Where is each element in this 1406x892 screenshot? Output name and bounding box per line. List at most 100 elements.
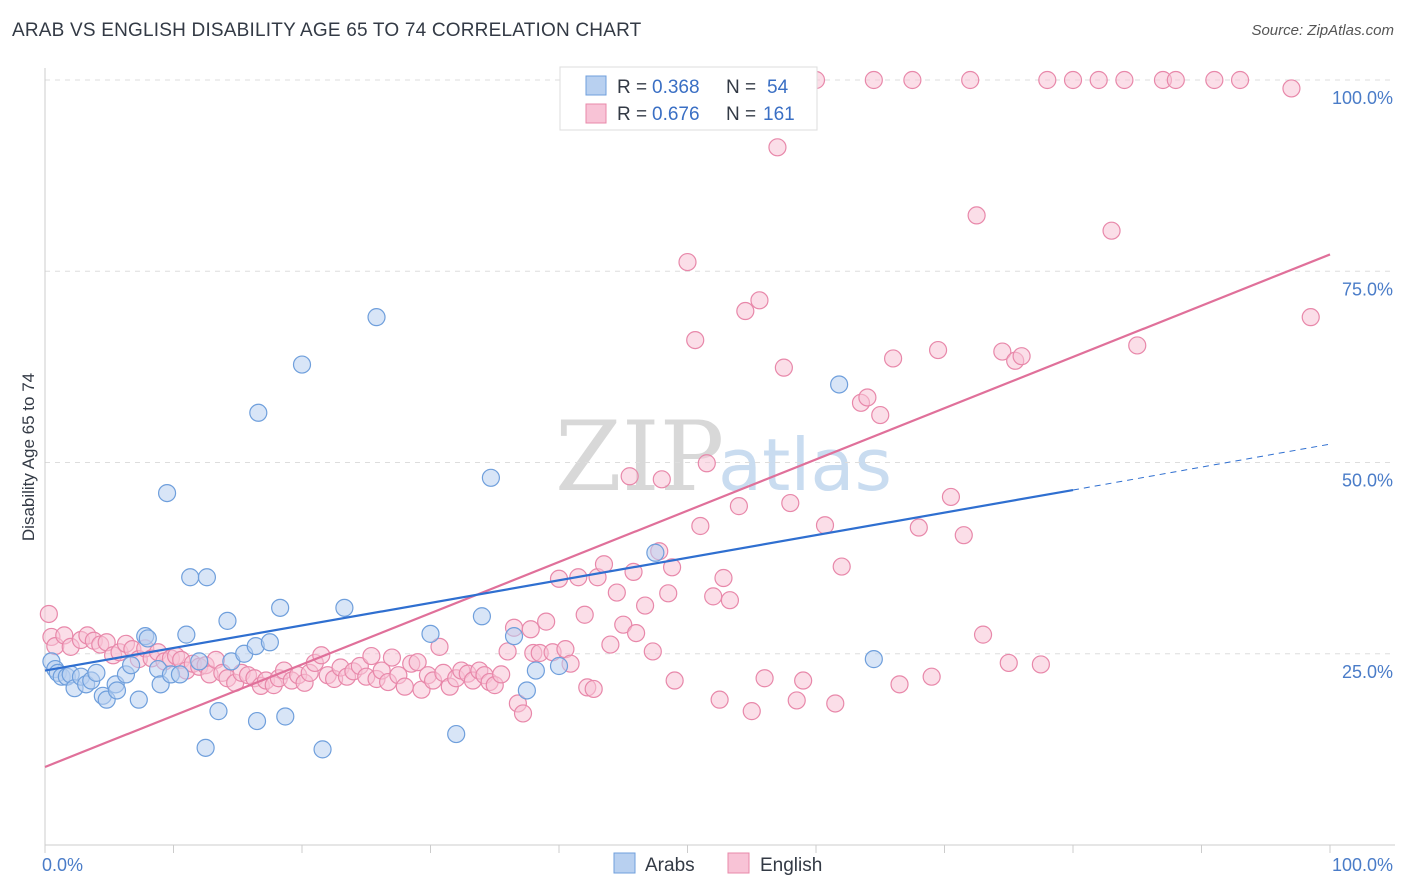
english-series [39, 70, 1320, 723]
legend-n-label: N = [726, 77, 756, 98]
y-axis-label: Disability Age 65 to 74 [19, 373, 38, 541]
arabs-point [447, 724, 466, 744]
arabs-point [292, 355, 312, 374]
english-point [594, 555, 614, 574]
english-point [659, 584, 678, 603]
arabs-point [517, 681, 536, 700]
english-point [513, 704, 533, 723]
x-tick-label: 0.0% [42, 855, 83, 875]
legend-swatch-arabs [613, 852, 636, 874]
english-point [665, 671, 684, 690]
arabs-point [276, 707, 295, 726]
english-point [362, 646, 381, 666]
english-point [498, 642, 517, 661]
trend-lines [44, 253, 1331, 768]
arabs-point [830, 375, 849, 394]
english-point [742, 702, 761, 721]
english-point [755, 669, 774, 688]
y-tick-label: 75.0% [1342, 279, 1393, 299]
english-point [652, 470, 671, 489]
english-point [1063, 70, 1083, 90]
english-point [815, 516, 835, 535]
english-point [607, 583, 626, 602]
arabs-point [260, 633, 279, 652]
arabs-point [196, 738, 215, 757]
english-point [858, 388, 877, 407]
english-point [774, 358, 793, 377]
english-point [492, 665, 511, 684]
legend-r-label: R = [617, 104, 647, 125]
y-tick-label: 50.0% [1342, 471, 1393, 491]
arabs-point [646, 543, 665, 562]
arabs-point [504, 627, 524, 646]
arabs-point [247, 711, 267, 731]
english-point [729, 497, 749, 516]
arabs-point [249, 403, 268, 422]
arabs-point [549, 656, 569, 676]
english-point [635, 596, 655, 615]
english-point [678, 252, 697, 272]
english-point [903, 70, 922, 90]
english-point [614, 615, 633, 634]
english-point [691, 516, 710, 536]
arabs-point [421, 624, 440, 643]
legend-n-english: 161 [763, 104, 795, 125]
english-point [928, 340, 948, 360]
english-point [954, 526, 973, 545]
source-label: Source: ZipAtlas.com [1251, 22, 1394, 39]
english-point [584, 679, 603, 699]
english-point [1031, 655, 1050, 674]
english-point [626, 623, 646, 643]
arabs-point [177, 625, 196, 644]
english-point [1128, 336, 1147, 355]
legend-swatch-english [727, 852, 750, 874]
english-point [382, 648, 402, 667]
watermark: ZIP atlas [555, 401, 892, 513]
english-point [864, 70, 883, 90]
arabs-point [181, 568, 200, 587]
english-point [1115, 70, 1134, 90]
arabs-point [209, 702, 228, 721]
arabs-point [87, 663, 106, 682]
english-point [1166, 70, 1185, 90]
arabs-trend-extension [1072, 443, 1331, 491]
english-point [395, 677, 414, 696]
arabs-point [121, 656, 141, 675]
arabs-point [197, 568, 217, 587]
english-point [993, 342, 1012, 361]
english-point [794, 671, 813, 690]
english-trend-line [44, 253, 1331, 768]
english-point [521, 620, 540, 639]
english-point [961, 70, 980, 90]
watermark-zip: ZIP [555, 401, 724, 513]
english-point [832, 557, 851, 576]
english-point [1301, 308, 1320, 327]
english-point [39, 604, 58, 624]
english-point [697, 454, 716, 473]
arabs-point [335, 598, 354, 617]
english-point [720, 591, 740, 610]
english-point [941, 487, 961, 507]
arabs-trend-line [44, 488, 1074, 672]
legend-r-arabs: 0.368 [652, 77, 700, 98]
english-point [768, 138, 787, 157]
english-point [787, 691, 806, 710]
english-point [883, 349, 903, 368]
x-tick-labels: 0.0% 100.0% [42, 855, 1393, 875]
legend-r-english: 0.676 [652, 104, 700, 125]
gridlines [45, 79, 1395, 655]
series-legend: Arabs English [613, 852, 822, 876]
english-point [1282, 79, 1301, 98]
english-point [1230, 70, 1250, 90]
correlation-legend: R = 0.368 N = 54 R = 0.676 N = 161 [559, 66, 818, 131]
english-point [781, 493, 800, 513]
arabs-point [107, 681, 127, 700]
english-point [973, 625, 993, 644]
y-tick-labels: 25.0% 50.0% 75.0% 100.0% [1332, 88, 1393, 682]
legend-r-label: R = [617, 77, 647, 98]
english-point [736, 301, 755, 321]
english-point [826, 694, 845, 713]
arabs-point [129, 690, 148, 709]
axes [44, 68, 1395, 853]
legend-swatch-arabs [585, 75, 607, 96]
